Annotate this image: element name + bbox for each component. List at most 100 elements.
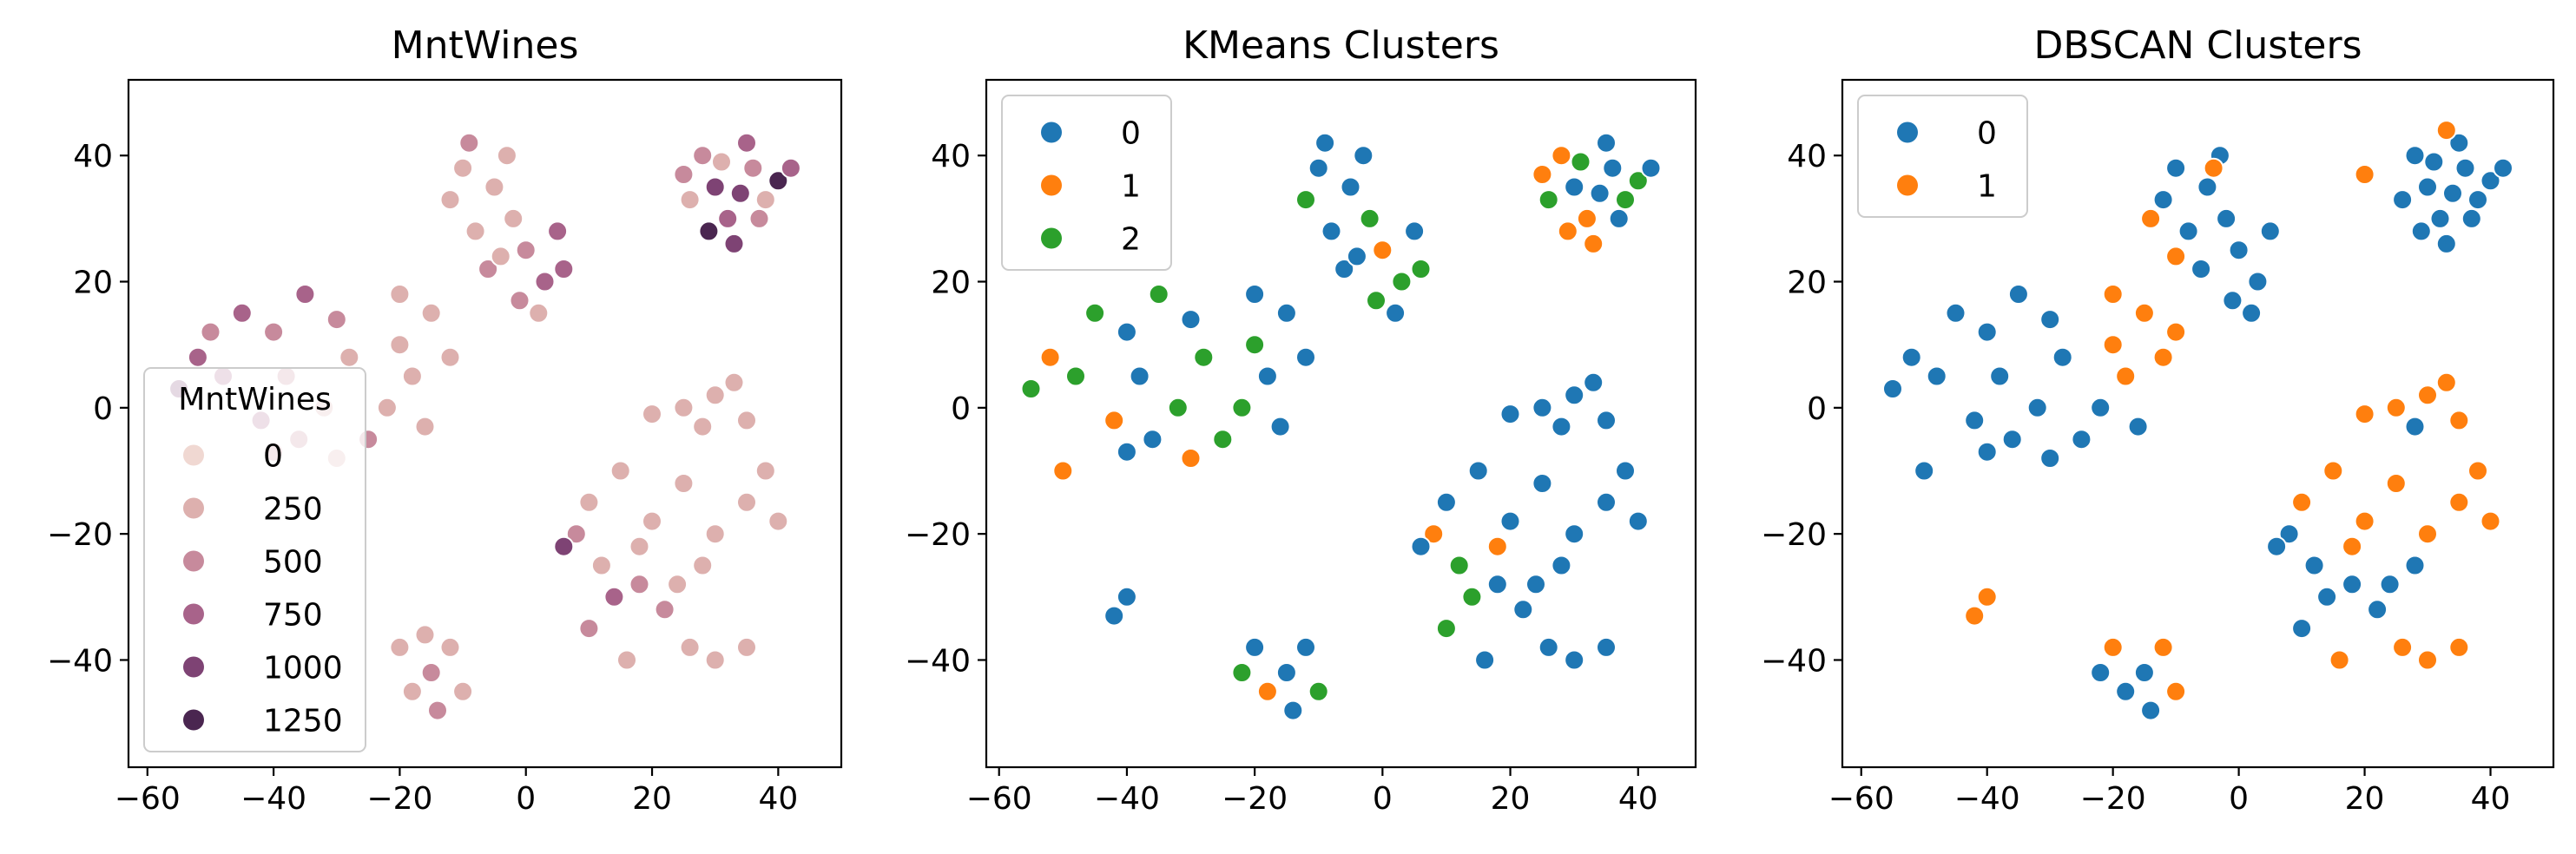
x-tick-label: −20 — [2080, 781, 2146, 817]
scatter-point — [1499, 404, 1521, 425]
scatter-point — [1525, 574, 1546, 595]
x-tick-label: 0 — [1373, 781, 1393, 817]
scatter-point — [1882, 378, 1903, 399]
scatter-point — [2291, 491, 2313, 513]
scatter-point — [1295, 346, 1316, 368]
scatter-point — [2102, 334, 2124, 356]
scatter-point — [401, 680, 423, 702]
scatter-point — [2222, 290, 2243, 312]
legend-label: 0 — [1977, 116, 1997, 152]
scatter-point — [2241, 302, 2263, 324]
legend-marker — [183, 709, 204, 731]
legend-marker — [183, 497, 204, 519]
scatter-point — [1084, 302, 1106, 324]
scatter-point — [1964, 605, 1986, 627]
scatter-point — [2152, 189, 2174, 211]
x-tick-label: 20 — [1491, 781, 1531, 817]
scatter-point — [768, 510, 789, 532]
scatter-point — [484, 176, 505, 198]
scatter-point — [692, 555, 714, 576]
scatter-point — [2165, 157, 2187, 179]
scatter-point — [414, 624, 436, 646]
scatter-point — [2410, 220, 2432, 242]
scatter-point — [515, 240, 537, 261]
scatter-point — [692, 145, 714, 167]
legend: 01 — [1857, 95, 2028, 218]
scatter-point — [1282, 700, 1304, 721]
scatter-point — [1244, 636, 1266, 658]
scatter-point — [673, 164, 695, 185]
scatter-point — [2165, 680, 2187, 702]
scatter-point — [2140, 700, 2162, 721]
scatter-point — [1570, 151, 1591, 173]
scatter-point — [1269, 416, 1291, 437]
scatter-point — [553, 259, 575, 279]
scatter-point — [2435, 233, 2457, 254]
scatter-point — [2266, 535, 2288, 557]
scatter-point — [439, 189, 461, 211]
scatter-point — [1564, 384, 1585, 406]
y-tick-label: 20 — [1787, 266, 1827, 301]
scatter-point — [704, 649, 726, 671]
scatter-point — [1180, 309, 1202, 331]
scatter-point — [1596, 410, 1617, 431]
scatter-point — [1334, 259, 1355, 279]
scatter-point — [2329, 649, 2350, 671]
scatter-point — [509, 290, 530, 312]
scatter-point — [1314, 132, 1336, 154]
scatter-point — [2177, 220, 2199, 242]
scatter-point — [2039, 309, 2061, 331]
x-tick-label: −60 — [1828, 781, 1894, 817]
x-tick-label: 0 — [2229, 781, 2249, 817]
scatter-point — [2435, 371, 2457, 393]
scatter-point — [1467, 460, 1489, 482]
legend-label: 1250 — [263, 704, 343, 739]
scatter-point — [2417, 176, 2438, 198]
scatter-point — [742, 157, 764, 179]
scatter-point — [2090, 397, 2112, 418]
scatter-point — [376, 397, 398, 418]
scatter-point — [1589, 182, 1611, 204]
scatter-point — [2316, 586, 2338, 608]
scatter-point — [736, 491, 757, 513]
chart-title: DBSCAN Clusters — [2033, 23, 2362, 68]
scatter-point — [478, 259, 499, 279]
scatter-point — [565, 523, 587, 545]
scatter-point — [1212, 429, 1234, 450]
scatter-point — [528, 302, 550, 324]
scatter-point — [1148, 284, 1169, 305]
scatter-point — [1532, 397, 1553, 418]
scatter-point — [1359, 207, 1380, 229]
scatter-point — [2417, 523, 2438, 545]
scatter-point — [2392, 189, 2414, 211]
scatter-point — [729, 182, 751, 204]
legend-label: 2 — [1121, 222, 1141, 258]
scatter-point — [1512, 599, 1534, 621]
scatter-point — [1129, 365, 1150, 387]
scatter-point — [1435, 491, 1457, 513]
scatter-point — [2442, 182, 2463, 204]
legend-marker — [1897, 122, 1918, 143]
scatter-point — [1346, 246, 1367, 267]
legend-marker — [183, 444, 204, 466]
scatter-point — [2480, 510, 2501, 532]
y-tick-label: 20 — [73, 266, 113, 301]
legend-label: 250 — [263, 492, 323, 528]
scatter-point — [1976, 321, 1998, 343]
scatter-point — [698, 220, 720, 242]
scatter-point — [2493, 157, 2513, 179]
scatter-point — [1116, 586, 1137, 608]
scatter-point — [2071, 429, 2092, 450]
scatter-point — [736, 636, 757, 658]
scatter-point — [2385, 397, 2407, 418]
scatter-point — [1295, 636, 1316, 658]
scatter-point — [1423, 523, 1445, 545]
scatter-point — [1532, 473, 1553, 494]
scatter-point — [1538, 189, 1559, 211]
scatter-point — [2007, 284, 2029, 305]
scatter-point — [1474, 649, 1496, 671]
scatter-point — [534, 271, 556, 292]
x-tick-label: 20 — [2345, 781, 2385, 817]
axes-frame — [127, 78, 843, 769]
y-tick-label: −40 — [47, 643, 113, 679]
